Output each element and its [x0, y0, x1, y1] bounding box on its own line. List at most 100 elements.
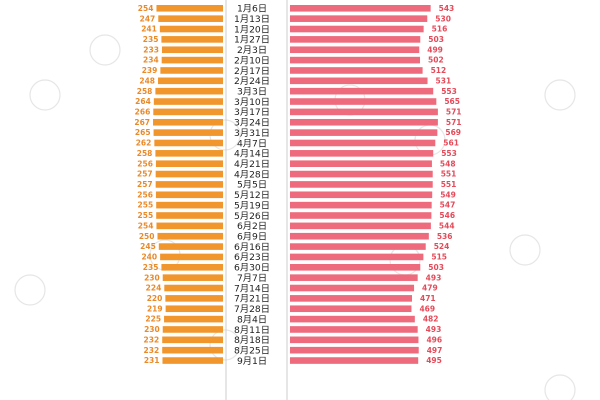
left-value-label: 235 — [143, 35, 159, 44]
right-value-label: 503 — [428, 35, 444, 44]
category-label: 2月10日 — [234, 55, 270, 66]
left-bar — [153, 118, 223, 126]
left-value-label: 254 — [138, 221, 154, 230]
right-value-label: 503 — [428, 263, 444, 272]
left-value-label: 258 — [137, 87, 153, 96]
right-bar — [290, 336, 419, 344]
right-bar — [290, 315, 415, 323]
left-bar — [158, 15, 223, 22]
left-value-label: 254 — [138, 4, 154, 13]
left-value-label: 235 — [143, 263, 159, 272]
left-value-label: 231 — [144, 356, 160, 365]
category-label: 1月13日 — [234, 14, 270, 25]
left-bar — [159, 25, 223, 33]
right-bar — [290, 346, 419, 354]
right-bar — [290, 243, 426, 250]
right-value-label: 479 — [422, 284, 438, 293]
left-value-label: 264 — [135, 97, 151, 106]
right-value-label: 565 — [444, 97, 460, 106]
category-label: 3月10日 — [234, 97, 270, 108]
right-value-label: 495 — [426, 356, 442, 365]
right-bar — [290, 36, 421, 43]
category-label: 7月21日 — [234, 294, 270, 305]
right-bar — [290, 108, 438, 116]
left-bar — [162, 326, 223, 333]
category-label: 9月1日 — [237, 356, 267, 367]
left-bar — [164, 315, 223, 323]
left-bar — [165, 295, 223, 302]
right-bar — [290, 232, 429, 240]
right-value-label: 499 — [427, 45, 443, 54]
category-label: 8月25日 — [234, 345, 270, 356]
watermark-logo — [29, 79, 61, 111]
right-bar — [290, 357, 419, 364]
right-bar — [290, 129, 438, 136]
category-label: 6月16日 — [234, 242, 270, 253]
right-bar — [290, 212, 432, 219]
category-label: 2月17日 — [234, 66, 270, 77]
right-value-label: 471 — [420, 294, 436, 303]
right-bar — [290, 67, 423, 74]
right-bar — [290, 284, 415, 292]
category-label: 7月28日 — [234, 304, 270, 315]
right-value-labels: 5435305165034995025125315535655715715695… — [419, 4, 461, 365]
left-bar — [156, 212, 223, 219]
left-value-label: 232 — [144, 346, 160, 355]
right-value-label: 571 — [446, 118, 462, 127]
left-series — [153, 5, 223, 364]
right-bar — [290, 326, 418, 333]
left-value-label: 219 — [147, 304, 163, 313]
right-value-label: 502 — [428, 56, 444, 65]
right-value-label: 496 — [426, 335, 442, 344]
right-bar — [290, 253, 424, 261]
right-value-label: 497 — [427, 346, 443, 355]
category-label: 2月3日 — [237, 45, 267, 56]
right-bar — [290, 77, 428, 85]
category-label: 4月28日 — [234, 169, 270, 180]
right-bar — [290, 222, 431, 230]
left-bar — [164, 284, 223, 292]
right-value-label: 482 — [423, 315, 439, 324]
left-bar — [158, 77, 223, 85]
left-bar — [161, 264, 223, 271]
watermark-logo — [509, 234, 541, 266]
left-value-label: 262 — [136, 139, 152, 148]
watermark-logo — [89, 34, 121, 66]
right-value-label: 549 — [440, 190, 456, 199]
left-bar — [161, 36, 223, 43]
category-label: 8月11日 — [234, 325, 270, 336]
left-value-label: 255 — [138, 211, 154, 220]
right-value-label: 493 — [426, 273, 442, 282]
category-label: 1月20日 — [234, 24, 270, 35]
right-value-label: 571 — [446, 108, 462, 117]
left-bar — [155, 150, 223, 157]
left-value-label: 230 — [144, 325, 160, 334]
right-value-label: 551 — [441, 180, 457, 189]
right-bar — [290, 15, 428, 22]
right-bar — [290, 25, 424, 33]
left-bar — [155, 170, 223, 178]
category-label: 3月17日 — [234, 107, 270, 118]
right-value-label: 544 — [439, 221, 455, 230]
right-bar — [290, 191, 433, 199]
right-value-label: 531 — [436, 76, 452, 85]
right-value-label: 546 — [439, 211, 455, 220]
left-value-labels: 2542472412352332342392482582642662672652… — [134, 4, 162, 365]
right-bar — [290, 118, 438, 126]
left-value-label: 241 — [141, 25, 157, 34]
left-bar — [165, 305, 223, 313]
left-bar — [162, 357, 223, 364]
right-bar — [290, 5, 431, 12]
category-label: 6月23日 — [234, 252, 270, 263]
left-value-label: 220 — [147, 294, 163, 303]
left-value-label: 257 — [137, 170, 153, 179]
left-bar — [156, 5, 223, 12]
right-bar — [290, 150, 434, 157]
left-value-label: 256 — [137, 190, 153, 199]
left-bar — [161, 46, 223, 54]
right-value-label: 551 — [441, 170, 457, 179]
right-value-label: 493 — [426, 325, 442, 334]
category-label: 5月26日 — [234, 211, 270, 222]
right-bar — [290, 56, 421, 64]
